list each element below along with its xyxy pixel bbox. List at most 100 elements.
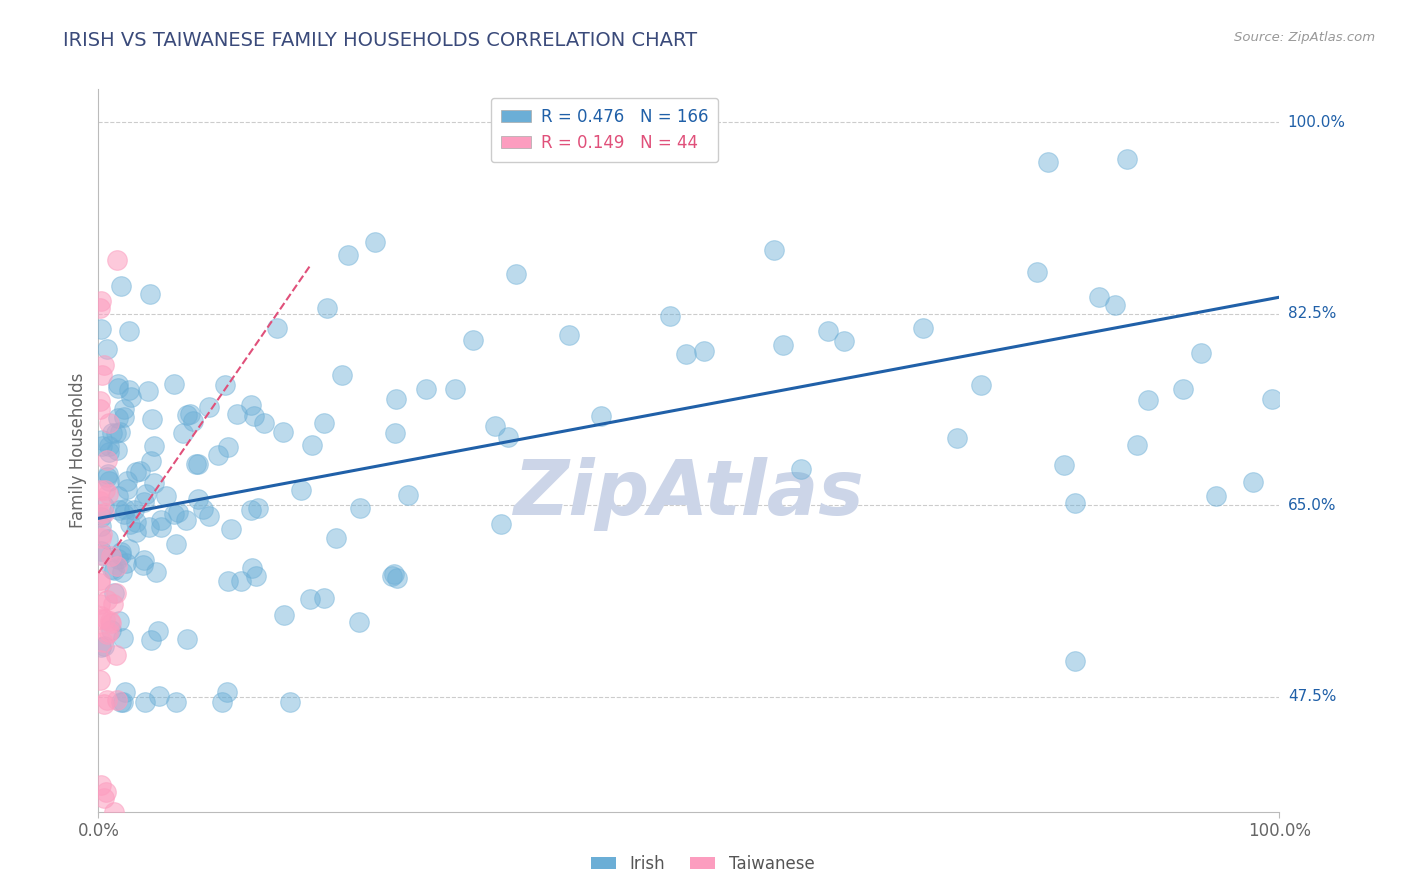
Point bbox=[314, 416, 336, 430]
Point bbox=[129, 464, 152, 478]
Point bbox=[115, 482, 138, 496]
Point bbox=[93, 358, 115, 372]
Point bbox=[90, 778, 112, 792]
Point bbox=[141, 412, 163, 426]
Point bbox=[101, 562, 124, 576]
Point bbox=[1036, 155, 1059, 169]
Point bbox=[89, 598, 111, 612]
Point bbox=[89, 394, 111, 409]
Point bbox=[139, 454, 162, 468]
Point bbox=[115, 474, 138, 488]
Point bbox=[912, 321, 935, 335]
Point bbox=[163, 376, 186, 391]
Point bbox=[172, 425, 194, 440]
Point bbox=[215, 684, 238, 698]
Point bbox=[90, 531, 112, 545]
Point bbox=[382, 566, 405, 581]
Point bbox=[253, 416, 276, 430]
Point bbox=[271, 425, 294, 439]
Point bbox=[96, 470, 118, 484]
Point bbox=[89, 301, 111, 315]
Point bbox=[589, 409, 612, 424]
Point bbox=[100, 615, 122, 630]
Point bbox=[89, 401, 111, 416]
Point bbox=[107, 489, 129, 503]
Point bbox=[186, 458, 208, 472]
Point bbox=[1052, 458, 1074, 473]
Point bbox=[120, 517, 142, 532]
Point bbox=[90, 548, 112, 562]
Point bbox=[89, 293, 111, 308]
Point bbox=[97, 487, 120, 501]
Point bbox=[98, 625, 121, 640]
Point bbox=[115, 557, 138, 571]
Point bbox=[110, 695, 132, 709]
Point bbox=[280, 695, 302, 709]
Point bbox=[89, 612, 111, 626]
Point bbox=[118, 324, 141, 338]
Point bbox=[312, 591, 335, 606]
Point bbox=[112, 410, 135, 425]
Point bbox=[103, 563, 125, 577]
Point bbox=[110, 548, 132, 562]
Point bbox=[138, 520, 160, 534]
Point bbox=[96, 592, 118, 607]
Point bbox=[1171, 382, 1194, 396]
Point bbox=[155, 489, 177, 503]
Point bbox=[90, 543, 112, 558]
Point bbox=[110, 425, 132, 439]
Point bbox=[145, 565, 167, 579]
Point bbox=[136, 384, 159, 398]
Point bbox=[89, 573, 111, 587]
Point bbox=[349, 500, 371, 515]
Point bbox=[97, 474, 120, 488]
Point bbox=[231, 574, 253, 589]
Point bbox=[90, 608, 112, 623]
Point bbox=[273, 607, 295, 622]
Point bbox=[134, 695, 156, 709]
Point bbox=[94, 483, 117, 497]
Point bbox=[505, 268, 527, 282]
Point bbox=[832, 334, 855, 348]
Point bbox=[214, 377, 236, 392]
Text: 47.5%: 47.5% bbox=[1288, 690, 1336, 705]
Point bbox=[107, 503, 129, 517]
Point bbox=[1088, 290, 1111, 304]
Point bbox=[131, 558, 153, 573]
Point bbox=[107, 552, 129, 566]
Point bbox=[817, 324, 839, 338]
Text: 82.5%: 82.5% bbox=[1288, 306, 1336, 321]
Point bbox=[146, 624, 169, 639]
Point bbox=[110, 279, 132, 293]
Point bbox=[93, 791, 115, 805]
Point bbox=[1241, 475, 1264, 490]
Point bbox=[93, 506, 115, 520]
Point bbox=[90, 322, 112, 336]
Point bbox=[111, 566, 134, 580]
Point bbox=[91, 527, 114, 541]
Point bbox=[100, 426, 122, 441]
Point bbox=[112, 401, 135, 416]
Point bbox=[93, 640, 115, 654]
Point bbox=[396, 488, 419, 502]
Point bbox=[176, 408, 198, 422]
Point bbox=[90, 510, 112, 524]
Point bbox=[143, 439, 166, 453]
Point bbox=[496, 430, 519, 444]
Point bbox=[298, 592, 321, 607]
Point bbox=[266, 321, 288, 335]
Point bbox=[970, 377, 993, 392]
Point bbox=[219, 522, 242, 536]
Point bbox=[114, 685, 136, 699]
Point bbox=[97, 532, 120, 546]
Point bbox=[385, 392, 408, 407]
Point bbox=[114, 507, 136, 521]
Point bbox=[90, 519, 112, 533]
Point bbox=[100, 623, 122, 637]
Point bbox=[491, 517, 513, 532]
Point bbox=[134, 552, 156, 566]
Point bbox=[463, 334, 485, 348]
Point bbox=[349, 615, 371, 630]
Point bbox=[165, 537, 187, 551]
Point bbox=[315, 301, 337, 315]
